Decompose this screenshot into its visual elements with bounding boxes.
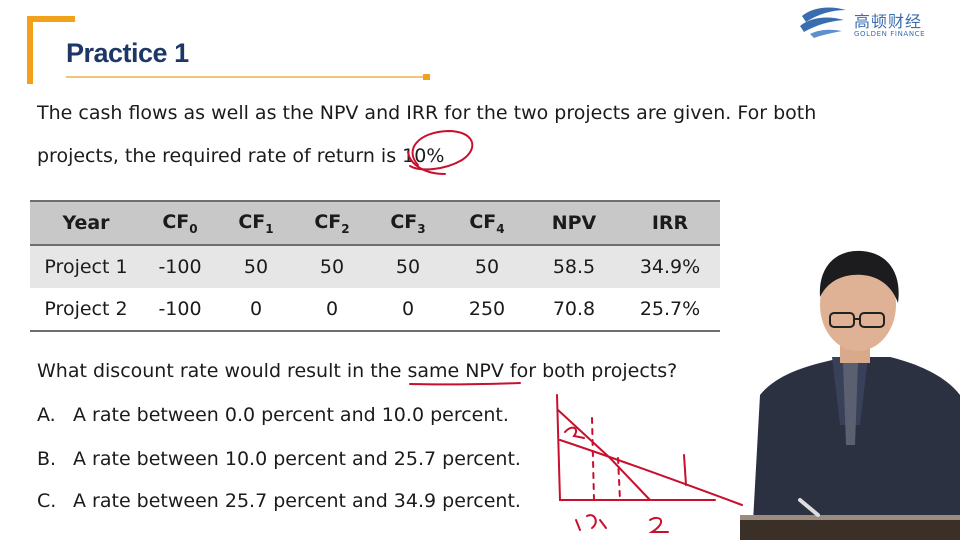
table-cell: 250 — [446, 288, 528, 332]
header-cf0: CF0 — [142, 200, 218, 246]
option-letter: A. — [37, 404, 56, 426]
table-cell: -100 — [142, 245, 218, 288]
required-rate: 10% — [402, 145, 445, 167]
option-c[interactable]: C. A rate between 25.7 percent and 34.9 p… — [37, 490, 521, 512]
presenter-video — [740, 250, 960, 540]
header-cf3: CF3 — [370, 200, 446, 246]
question-text: What discount rate would result in the s… — [37, 360, 678, 382]
table-cell: 0 — [370, 288, 446, 332]
table-cell: 25.7% — [620, 288, 720, 332]
table-cell: 50 — [446, 245, 528, 288]
header-bracket-vertical — [27, 16, 33, 84]
header-cf2: CF2 — [294, 200, 370, 246]
option-text: A rate between 25.7 percent and 34.9 per… — [73, 490, 521, 512]
cash-flow-table: Year CF0 CF1 CF2 CF3 CF4 NPV IRR Project… — [30, 200, 720, 332]
header-npv: NPV — [528, 200, 620, 246]
header-cf1: CF1 — [218, 200, 294, 246]
table-cell: Project 1 — [30, 245, 142, 288]
table-cell: -100 — [142, 288, 218, 332]
table-cell: 50 — [218, 245, 294, 288]
table-cell: 50 — [370, 245, 446, 288]
page-title: Practice 1 — [66, 38, 189, 68]
brand-logo: 高顿财经 GOLDEN FINANCE — [796, 2, 956, 40]
title-underline-end — [423, 74, 430, 80]
intro-line-1: The cash flows as well as the NPV and IR… — [37, 102, 817, 124]
option-a[interactable]: A. A rate between 0.0 percent and 10.0 pe… — [37, 404, 509, 426]
table-row: Project 2 -100 0 0 0 250 70.8 25.7% — [30, 288, 720, 332]
table-header-row: Year CF0 CF1 CF2 CF3 CF4 NPV IRR — [30, 200, 720, 246]
intro-line-2-prefix: projects, the required rate of return is — [37, 145, 403, 167]
table-cell: 0 — [294, 288, 370, 332]
header-irr: IRR — [620, 200, 720, 246]
option-letter: B. — [37, 448, 57, 470]
table-cell: 58.5 — [528, 245, 620, 288]
logo-chinese-text: 高顿财经 — [854, 12, 923, 31]
table-row: Project 1 -100 50 50 50 50 58.5 34.9% — [30, 245, 720, 288]
logo-english-text: GOLDEN FINANCE — [854, 30, 926, 38]
option-text: A rate between 0.0 percent and 10.0 perc… — [73, 404, 509, 426]
header-bracket-horizontal — [27, 16, 75, 22]
table-cell: 50 — [294, 245, 370, 288]
table-cell: 34.9% — [620, 245, 720, 288]
option-b[interactable]: B. A rate between 10.0 percent and 25.7 p… — [37, 448, 521, 470]
option-letter: C. — [37, 490, 57, 512]
question-highlight: same NPV — [407, 360, 504, 382]
header-year: Year — [30, 200, 142, 246]
table-cell: Project 2 — [30, 288, 142, 332]
header-cf4: CF4 — [446, 200, 528, 246]
logo-mark-icon — [800, 7, 846, 38]
intro-line-2: projects, the required rate of return is… — [37, 145, 444, 167]
table-cell: 70.8 — [528, 288, 620, 332]
option-text: A rate between 10.0 percent and 25.7 per… — [73, 448, 521, 470]
title-underline — [66, 76, 428, 78]
table-cell: 0 — [218, 288, 294, 332]
